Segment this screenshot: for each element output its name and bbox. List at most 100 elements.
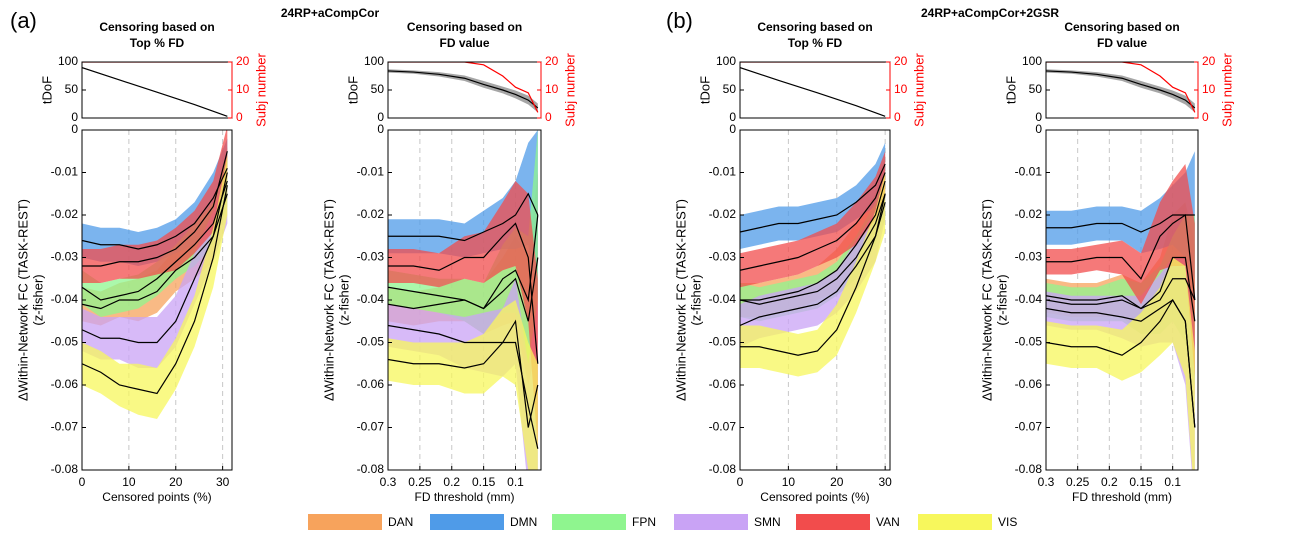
y-tick-label: -0.07 — [357, 420, 385, 434]
y-tick-label: 50 — [1029, 82, 1043, 96]
y-tick-label: -0.08 — [709, 462, 737, 476]
band — [82, 155, 228, 419]
panel-title: 24RP+aCompCor+2GSR — [921, 6, 1059, 20]
band — [740, 172, 886, 377]
chart-title: Censoring based on — [1064, 20, 1179, 34]
line — [82, 180, 228, 301]
x-tick-label: 30 — [216, 475, 230, 489]
x-axis-label: FD threshold (mm) — [414, 490, 514, 504]
line — [1046, 70, 1196, 109]
x-tick-label: 0.3 — [1038, 475, 1055, 489]
y2-tick-label: 0 — [236, 110, 243, 124]
y2-tick-label: 0 — [1202, 110, 1209, 124]
y-tick-label: -0.03 — [1015, 250, 1043, 264]
y-tick-label: -0.04 — [709, 292, 737, 306]
line — [388, 62, 539, 113]
x-tick-label: 0 — [737, 475, 744, 489]
x-tick-label: 0.1 — [507, 475, 524, 489]
y-tick-label: -0.04 — [1015, 292, 1043, 306]
y-tick-label: -0.08 — [357, 462, 385, 476]
y-tick-label: 100 — [1022, 54, 1042, 68]
chart-title: Censoring based on — [757, 20, 872, 34]
line — [740, 193, 886, 305]
y-tick-label: 50 — [723, 82, 737, 96]
line — [388, 222, 539, 364]
y-axis-label: (z-fisher) — [336, 274, 351, 325]
line — [82, 167, 228, 250]
y-axis-label: tDoF — [39, 76, 54, 104]
line — [82, 151, 228, 267]
y-tick-label: -0.06 — [51, 377, 79, 391]
legend-label: DMN — [510, 515, 537, 529]
y-tick-label: -0.02 — [51, 207, 79, 221]
y2-tick-label: 0 — [894, 110, 901, 124]
y2-axis-label: Subj number — [562, 52, 577, 126]
y2-tick-label: 10 — [545, 82, 559, 96]
y-axis-label: tDoF — [1003, 76, 1018, 104]
chart-title: Censoring based on — [99, 20, 214, 34]
y2-axis-label: Subj number — [253, 52, 268, 126]
chart-title: FD value — [1097, 36, 1147, 50]
y-tick-label: -0.07 — [1015, 420, 1043, 434]
y-tick-label: -0.06 — [357, 377, 385, 391]
chart-title: FD value — [439, 36, 489, 50]
y-axis-label: (z-fisher) — [688, 274, 703, 325]
y2-axis-label: Subj number — [911, 52, 926, 126]
y2-tick-label: 20 — [236, 54, 250, 68]
y2-axis-label: Subj number — [1219, 52, 1234, 126]
x-tick-label: 0.2 — [1101, 475, 1118, 489]
y-tick-label: -0.02 — [709, 207, 737, 221]
x-tick-label: 10 — [122, 475, 136, 489]
legend-label: VIS — [998, 515, 1017, 529]
y-axis-label: ΔWithin-Network FC (TASK-REST) — [979, 199, 994, 401]
y-tick-label: 50 — [371, 82, 385, 96]
chart-title: Censoring based on — [407, 20, 522, 34]
y-tick-label: -0.05 — [709, 335, 737, 349]
line — [388, 70, 539, 109]
x-tick-label: 0.25 — [408, 475, 432, 489]
legend-label: VAN — [876, 515, 900, 529]
y-tick-label: 100 — [716, 54, 736, 68]
line — [1046, 278, 1196, 310]
band — [388, 181, 538, 449]
band — [82, 130, 228, 283]
line — [740, 180, 886, 301]
y-tick-label: -0.08 — [1015, 462, 1043, 476]
y2-tick-label: 10 — [236, 82, 250, 96]
y-tick-label: 100 — [364, 54, 384, 68]
y-axis-label: tDoF — [345, 76, 360, 104]
band — [1046, 69, 1195, 113]
y2-tick-label: 20 — [894, 54, 908, 68]
panel-label: (a) — [10, 8, 37, 33]
line — [388, 319, 539, 428]
y-axis-label: (z-fisher) — [994, 274, 1009, 325]
legend-swatch — [430, 514, 504, 530]
y-tick-label: -0.01 — [357, 165, 385, 179]
y-tick-label: 100 — [58, 54, 78, 68]
y2-tick-label: 20 — [545, 54, 559, 68]
y-tick-label: -0.05 — [1015, 335, 1043, 349]
y-tick-label: -0.02 — [1015, 207, 1043, 221]
legend-swatch — [308, 514, 382, 530]
y-axis-label: ΔWithin-Network FC (TASK-REST) — [15, 199, 30, 401]
x-tick-label: 0 — [79, 475, 86, 489]
line — [740, 67, 886, 117]
line — [1046, 298, 1196, 428]
y-tick-label: 0 — [71, 110, 78, 124]
chart-title: Top % FD — [130, 36, 185, 50]
y-tick-label: -0.02 — [357, 207, 385, 221]
y-tick-label: -0.01 — [709, 165, 737, 179]
x-tick-label: 0.2 — [443, 475, 460, 489]
y-tick-label: -0.01 — [51, 165, 79, 179]
y-tick-label: 50 — [65, 82, 79, 96]
band — [388, 130, 538, 364]
x-tick-label: 0.3 — [380, 475, 397, 489]
x-tick-label: 0.15 — [1129, 475, 1153, 489]
line — [740, 172, 886, 271]
line — [1046, 213, 1196, 301]
y-tick-label: -0.04 — [357, 292, 385, 306]
y2-tick-label: 10 — [894, 82, 908, 96]
chart-title: Top % FD — [788, 36, 843, 50]
x-tick-label: 10 — [782, 475, 796, 489]
